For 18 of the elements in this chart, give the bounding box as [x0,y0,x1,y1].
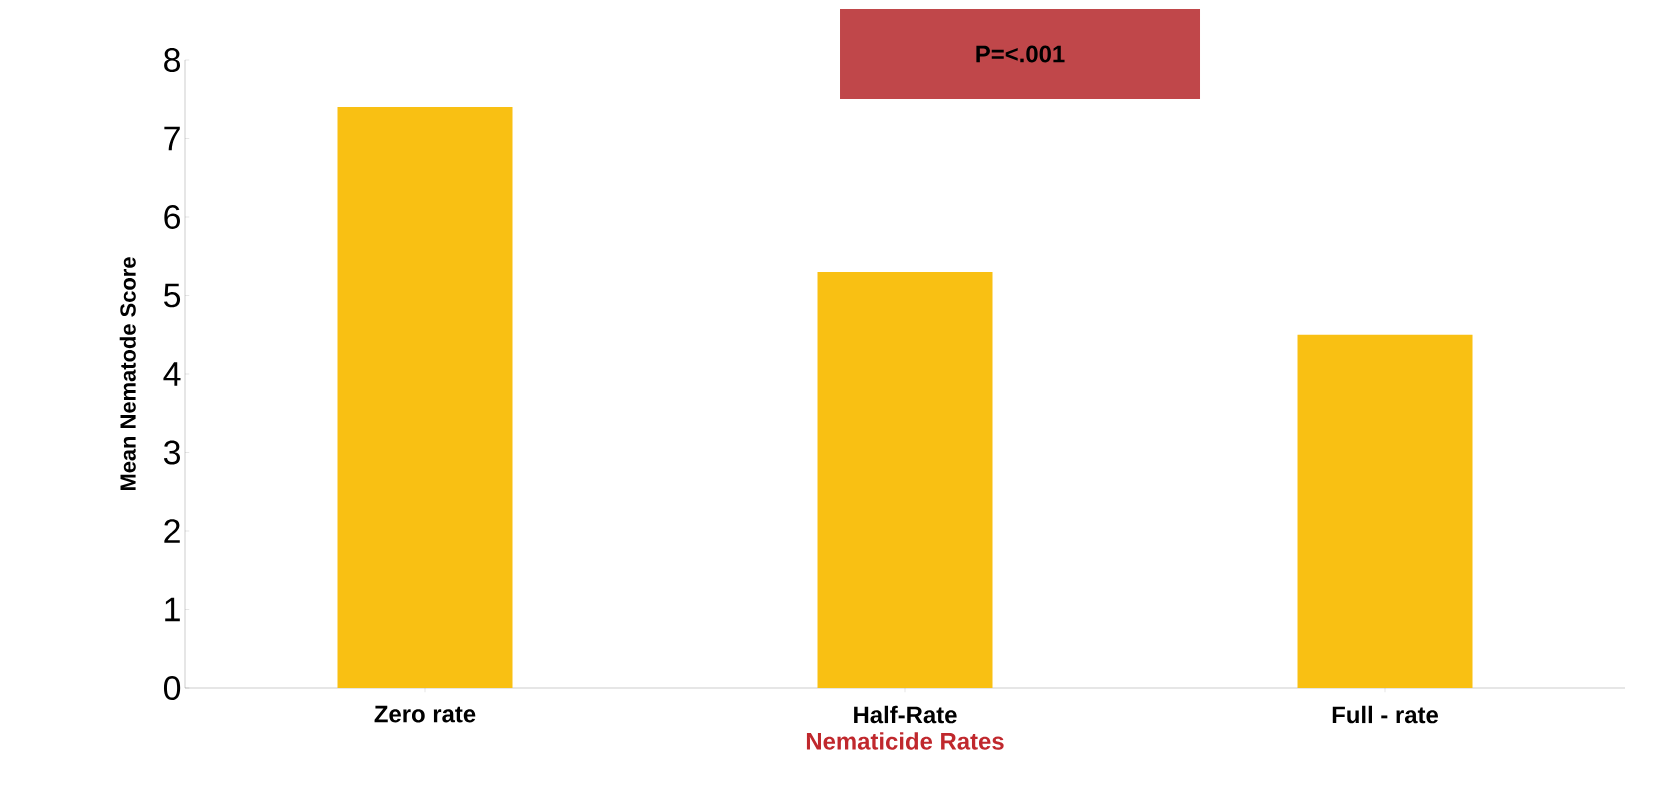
annotation: P=<.001 [976,45,1065,63]
x-tick-label: Zero rate [374,705,476,723]
y-tick-label: 0 [163,676,181,700]
bar [1297,334,1473,688]
y-tick-label: 7 [164,126,180,151]
y-tick-label: 2 [164,519,180,543]
bar [817,271,993,688]
y-tick-label: 8 [164,48,181,72]
y-tick-label: 3 [163,440,180,465]
y-tick-label: 4 [163,362,181,386]
y-axis-title: Mean Nematode Score [119,257,136,491]
x-tick-label: Full - rate [1332,705,1438,724]
x-tick-label: Half-Rate [854,705,957,724]
x-axis-title: Nematicide Rates [806,732,1004,750]
y-tick-label: 5 [164,283,181,308]
y-tick-label: 1 [165,597,180,622]
y-tick-label: 6 [164,205,180,229]
bar [337,107,513,688]
